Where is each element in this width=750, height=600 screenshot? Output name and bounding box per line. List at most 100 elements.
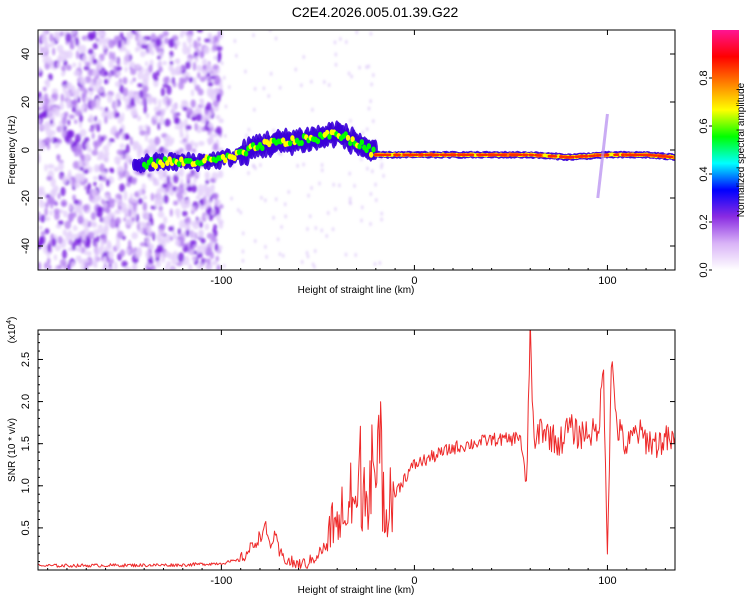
spectrogram-panel: -100 0 100 -40 -20 0 20 40 Height of straight …	[7, 29, 676, 296]
spectrogram-noise-cell	[110, 168, 115, 174]
spectrogram-noise-cell	[73, 98, 78, 108]
spectrogram-noise-cell	[88, 128, 95, 133]
spectrogram-noise-cell	[215, 45, 223, 52]
spectrogram-noise-cell	[108, 59, 114, 69]
spectrogram-noise-cell	[98, 106, 104, 111]
spectrogram-ridge-core	[414, 153, 419, 157]
spectrogram-noise-cell	[242, 231, 245, 236]
spectrogram-noise-cell	[158, 117, 165, 126]
spectrogram-noise-cell	[124, 152, 130, 162]
spectrogram-noise-cell	[168, 38, 175, 48]
spectrogram-noise-cell	[203, 45, 210, 55]
spectrogram-noise-cell	[50, 177, 57, 188]
spectrogram-noise-cell	[318, 181, 321, 186]
spectrogram-noise-cell	[60, 124, 64, 133]
spectrogram-noise-cell	[201, 257, 206, 263]
spectrogram-noise-cell	[114, 155, 121, 165]
spectrogram-noise-cell	[99, 163, 105, 173]
spectrogram-noise-cell	[104, 79, 108, 85]
spectrogram-noise-cell	[334, 62, 338, 67]
spectrogram-noise-cell	[92, 58, 98, 65]
spectrogram-noise-cell	[380, 165, 383, 170]
spectrogram-noise-cell	[154, 252, 162, 258]
spectrogram-x-tick-label: 100	[598, 275, 616, 287]
spectrogram-noise-cell	[245, 133, 248, 138]
spectrogram-noise-cell	[302, 162, 305, 167]
figure-title: C2E4.2026.005.01.39.G22	[292, 4, 459, 20]
spectrogram-noise-cell	[217, 30, 221, 38]
spectrogram-noise-cell	[87, 231, 95, 240]
spectrogram-noise-cell	[107, 250, 114, 260]
spectrogram-noise-cell	[114, 81, 121, 88]
spectrogram-noise-cell	[145, 249, 152, 259]
spectrogram-noise-cell	[100, 239, 105, 248]
spectrogram-noise-cell	[65, 64, 72, 71]
spectrogram-noise-cell	[367, 64, 370, 69]
spectrogram-ridge-mid	[324, 129, 330, 136]
spectrogram-noise-cell	[204, 214, 211, 219]
spectrogram-noise-cell	[132, 77, 136, 82]
spectrogram-noise-cell	[49, 119, 54, 125]
spectrogram-noise-cell	[264, 244, 267, 249]
spectrogram-noise-cell	[103, 51, 108, 56]
spectrogram-noise-cell	[223, 263, 226, 268]
spectrogram-noise-cell	[212, 192, 219, 200]
spectrogram-noise-cell	[63, 210, 69, 218]
spectrogram-noise-cell	[220, 61, 224, 66]
spectrogram-noise-cell	[206, 232, 214, 239]
spectrogram-noise-cell	[118, 165, 124, 173]
snr-y-tick-label: 1.0	[20, 478, 32, 493]
spectrogram-noise-cell	[206, 63, 212, 73]
spectrogram-noise-cell	[119, 143, 125, 149]
spectrogram-noise-cell	[122, 76, 128, 85]
spectrogram-noise-cell	[196, 64, 203, 72]
spectrogram-noise-cell	[233, 38, 237, 43]
spectrogram-noise-cell	[85, 141, 90, 149]
snr-multiplier-base: (x10	[7, 323, 18, 343]
spectrogram-noise-cell	[124, 135, 131, 140]
spectrogram-noise-cell	[77, 96, 81, 104]
spectrogram-noise-cell	[166, 139, 173, 147]
spectrogram-noise-cell	[121, 112, 125, 122]
spectrogram-noise-cell	[157, 55, 161, 60]
spectrogram-noise-cell	[186, 173, 191, 182]
spectrogram-noise-cell	[84, 75, 92, 84]
spectrogram-noise-cell	[60, 71, 65, 77]
spectrogram-noise-cell	[160, 87, 166, 97]
spectrogram-noise-cell	[205, 187, 211, 197]
spectrogram-ridge-mid	[232, 155, 237, 162]
spectrogram-noise-cell	[137, 83, 144, 88]
spectrogram-noise-cell	[276, 237, 280, 242]
spectrogram-noise-cell	[237, 207, 240, 212]
snr-multiplier-close: )	[7, 317, 18, 320]
spectrogram-noise-cell	[134, 250, 142, 259]
spectrogram-noise-cell	[334, 207, 337, 212]
spectrogram-noise-cell	[44, 202, 50, 208]
spectrogram-noise-cell	[185, 124, 192, 131]
spectrogram-noise-cell	[104, 106, 109, 113]
spectrogram-noise-cell	[209, 251, 215, 260]
spectrogram-noise-cell	[214, 75, 219, 83]
spectrogram-noise-cell	[216, 93, 221, 103]
spectrogram-noise-cell	[174, 42, 178, 50]
spectrogram-noise-cell	[366, 127, 369, 132]
spectrogram-noise-cell	[350, 74, 353, 79]
spectrogram-noise-cell	[79, 86, 86, 92]
spectrogram-noise-cell	[142, 202, 148, 212]
spectrogram-noise-cell	[207, 264, 213, 270]
spectrogram-noise-cell	[48, 196, 55, 205]
spectrogram-noise-cell	[272, 215, 275, 220]
spectrogram-ridge-mid	[357, 143, 362, 150]
spectrogram-noise-cell	[163, 216, 168, 224]
spectrogram-noise-cell	[211, 260, 218, 266]
spectrogram-noise-cell	[115, 66, 123, 71]
spectrogram-noise-cell	[38, 43, 42, 49]
spectrogram-noise-cell	[154, 198, 159, 209]
spectrogram-noise-cell	[192, 148, 197, 153]
spectrogram-noise-cell	[269, 71, 273, 76]
spectrogram-noise-cell	[108, 51, 113, 60]
spectrogram-noise-cell	[209, 177, 216, 183]
spectrogram-noise-cell	[103, 70, 109, 77]
spectrogram-noise-cell	[189, 109, 193, 115]
spectrogram-noise-cell	[138, 89, 145, 99]
